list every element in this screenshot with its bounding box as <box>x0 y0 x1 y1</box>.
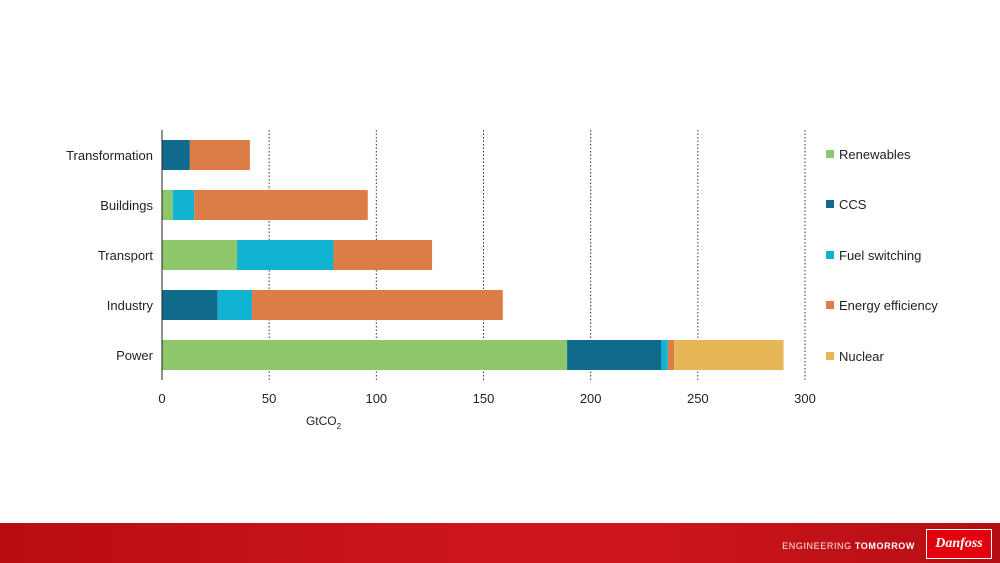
bar-power-energy-efficiency <box>667 340 675 370</box>
tagline-light: ENGINEERING <box>782 541 852 551</box>
category-label-transformation: Transformation <box>66 148 153 163</box>
x-tick-label-200: 200 <box>580 391 602 406</box>
legend-swatch <box>826 352 834 360</box>
legend-item-ccs: CCS <box>826 197 867 212</box>
x-axis-title-subscript: 2 <box>337 422 342 431</box>
bar-power-fuel-switching <box>661 340 668 370</box>
legend-item-renewables: Renewables <box>826 147 911 162</box>
danfoss-logo: Danfoss <box>926 529 992 559</box>
bar-industry-fuel-switching <box>217 290 253 320</box>
bar-power-renewables <box>162 340 568 370</box>
category-label-industry: Industry <box>107 298 154 313</box>
bar-buildings-fuel-switching <box>172 190 195 220</box>
legend-swatch <box>826 251 834 259</box>
x-axis-title-main: GtCO <box>306 414 337 428</box>
tagline-bold: TOMORROW <box>854 541 915 551</box>
x-tick-label-0: 0 <box>158 391 165 406</box>
bar-power-ccs <box>567 340 662 370</box>
x-axis-title: GtCO2 <box>306 414 342 431</box>
x-tick-label-150: 150 <box>473 391 495 406</box>
x-tick-labels: 0 50 100 150 200 250 300 <box>158 391 815 406</box>
x-tick-label-300: 300 <box>794 391 816 406</box>
legend-label: Nuclear <box>839 349 884 364</box>
legend-label: Energy efficiency <box>839 298 938 313</box>
bar-power-nuclear <box>674 340 784 370</box>
legend-item-nuclear: Nuclear <box>826 349 884 364</box>
legend: Renewables CCS Fuel switching Energy effici… <box>826 147 938 364</box>
legend-label: Fuel switching <box>839 248 921 263</box>
legend-swatch <box>826 301 834 309</box>
legend-swatch <box>826 150 834 158</box>
footer-bar: ENGINEERING TOMORROW Danfoss <box>0 523 1000 563</box>
category-label-buildings: Buildings <box>100 198 153 213</box>
bar-industry-energy-efficiency <box>252 290 503 320</box>
bar-industry-ccs <box>162 290 218 320</box>
bar-transport-renewables <box>162 240 238 270</box>
legend-swatch <box>826 200 834 208</box>
bar-transformation-energy-efficiency <box>189 140 250 170</box>
logo-text: Danfoss <box>935 536 983 551</box>
x-tick-label-100: 100 <box>365 391 387 406</box>
legend-label: Renewables <box>839 147 911 162</box>
legend-item-energy-efficiency: Energy efficiency <box>826 298 938 313</box>
bar-buildings-renewables <box>162 190 173 220</box>
x-tick-label-50: 50 <box>262 391 276 406</box>
bar-transport-fuel-switching <box>237 240 334 270</box>
legend-label: CCS <box>839 197 867 212</box>
bar-transport-energy-efficiency <box>333 240 433 270</box>
x-tick-label-250: 250 <box>687 391 709 406</box>
bar-transformation-ccs <box>162 140 190 170</box>
category-label-transport: Transport <box>98 248 154 263</box>
tagline: ENGINEERING TOMORROW <box>782 541 915 551</box>
bar-buildings-energy-efficiency <box>194 190 368 220</box>
category-label-power: Power <box>116 348 154 363</box>
category-labels: Transformation Buildings Transport Industry… <box>66 148 154 363</box>
legend-item-fuel-switching: Fuel switching <box>826 248 921 263</box>
bars <box>162 140 784 370</box>
